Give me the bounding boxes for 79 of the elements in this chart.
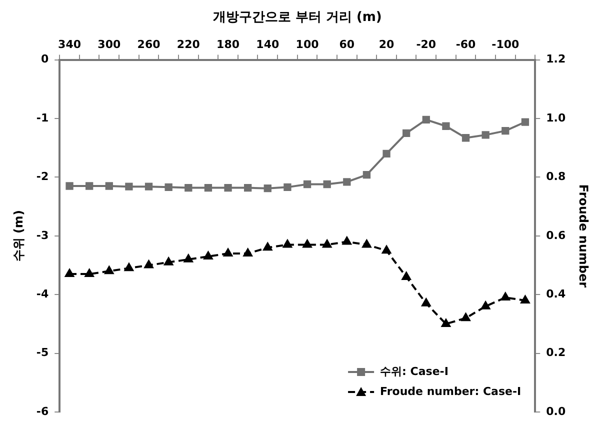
x-tick-label: 340 [58,38,82,52]
point [164,257,174,266]
point [164,183,172,192]
legend-label: 수위: Case-I [380,364,448,378]
point [65,269,74,278]
point [84,269,94,278]
y2-tick-label: 0.4 [546,287,566,300]
y2-axis-title: Froude number [576,184,591,288]
point [204,184,212,192]
point [302,240,312,248]
point [382,150,390,158]
y2-tick-label: 0.8 [546,170,566,184]
x-tick-label: 100 [296,38,320,52]
y-tick-label: -1 [36,111,49,124]
y2-tick-label: 1.2 [546,52,566,66]
x-tick-label: 300 [98,38,121,52]
point [204,251,213,260]
point [482,131,490,139]
point [402,129,410,138]
point [244,184,252,192]
point [144,260,154,268]
point [382,246,391,254]
x-tick-label: 60 [339,38,355,52]
point [422,298,431,306]
x-tick-label: 20 [378,38,395,52]
point [362,240,372,248]
point [500,292,510,301]
x-tick-label: 180 [216,38,240,52]
point [125,182,133,190]
point [144,182,153,190]
y-tick-label: -4 [36,287,49,300]
point [402,272,411,280]
y2-tick-label: 0.2 [546,346,566,360]
point [461,313,470,322]
point [184,184,192,192]
x-tick-label: 220 [176,38,200,52]
y-tick-label: -5 [36,346,49,360]
point [342,236,352,245]
y-tick-label: -3 [36,228,49,242]
point [322,240,332,248]
point [282,240,292,248]
point [521,118,530,126]
point [422,116,430,124]
y2-tick-label: 0.0 [546,404,566,418]
point [441,318,450,327]
y-tick-label: -2 [36,170,49,184]
point [284,183,292,192]
point [263,242,272,251]
x-tick-label: -100 [492,38,520,52]
point [86,182,94,190]
point [124,263,134,272]
point [224,184,232,192]
y2-tick-label: 1.0 [546,111,566,124]
point [105,182,113,190]
x-tick-label: 260 [137,38,161,52]
y-tick-label: 0 [40,52,49,66]
x-tick-label: -60 [456,38,476,52]
point [184,254,193,262]
point [243,248,252,257]
point [303,180,312,188]
point [362,171,371,179]
point [442,122,450,130]
point [224,248,232,257]
point [264,184,272,192]
point [323,180,331,188]
point [343,178,351,186]
x-axis-title: 개방구간으로 부터 거리 (m) [212,10,382,26]
point [104,266,114,274]
point [462,134,470,142]
point [66,182,74,190]
x-tick-label: -20 [416,38,436,52]
point [481,301,490,310]
legend-label: Froude number: Case-I [380,384,522,398]
y-tick-label: -6 [36,404,49,418]
y-axis-title: 수위 (m) [11,210,26,262]
x-tick-label: 140 [256,38,280,52]
point [520,295,530,304]
y2-tick-label: 0.6 [546,228,566,242]
point [502,127,510,135]
